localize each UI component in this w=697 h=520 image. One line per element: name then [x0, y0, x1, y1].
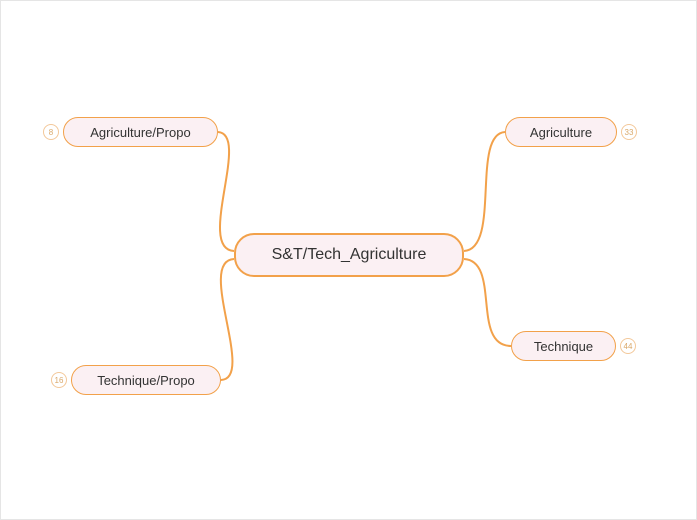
edge-agriculture-propo [218, 132, 234, 251]
edge-technique [464, 259, 511, 346]
child-node-technique[interactable]: Technique [511, 331, 616, 361]
badge-value: 44 [624, 342, 633, 351]
edge-agriculture [464, 132, 505, 251]
child-node-label: Agriculture [530, 125, 592, 140]
badge-value: 8 [49, 128, 53, 137]
child-badge-technique[interactable]: 44 [620, 338, 636, 354]
child-node-label: Technique [534, 339, 593, 354]
child-node-technique-propo[interactable]: Technique/Propo [71, 365, 221, 395]
mindmap-canvas: S&T/Tech_Agriculture Agriculture 33 Techni… [0, 0, 697, 520]
badge-value: 33 [625, 128, 634, 137]
child-node-agriculture-propo[interactable]: Agriculture/Propo [63, 117, 218, 147]
child-node-agriculture[interactable]: Agriculture [505, 117, 617, 147]
child-badge-agriculture[interactable]: 33 [621, 124, 637, 140]
child-node-label: Technique/Propo [97, 373, 195, 388]
child-badge-agriculture-propo[interactable]: 8 [43, 124, 59, 140]
edge-technique-propo [221, 259, 234, 380]
center-node-label: S&T/Tech_Agriculture [272, 246, 427, 264]
child-badge-technique-propo[interactable]: 16 [51, 372, 67, 388]
center-node[interactable]: S&T/Tech_Agriculture [234, 233, 464, 277]
badge-value: 16 [55, 376, 64, 385]
child-node-label: Agriculture/Propo [90, 125, 190, 140]
